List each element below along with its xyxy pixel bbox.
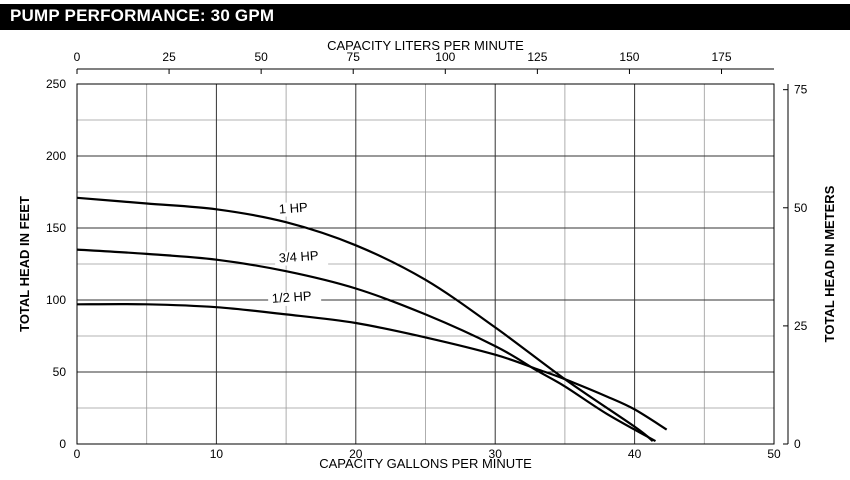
series-label-2: 3/4 HP <box>278 248 319 266</box>
right-axis-label: TOTAL HEAD IN METERS <box>822 185 837 342</box>
top-tick-label: 0 <box>74 50 81 64</box>
right-tick-label: 75 <box>794 83 808 97</box>
y-tick-label: 0 <box>59 437 66 451</box>
top-tick-label: 75 <box>347 50 361 64</box>
plot-frame <box>76 83 775 445</box>
series: 1 HP 3/4 HP 1/2 HP <box>76 196 668 443</box>
x-tick-label: 30 <box>489 447 503 461</box>
series-label-bg <box>275 251 329 266</box>
series-label-1: 1 HP <box>278 200 308 217</box>
y-axis-label: TOTAL HEAD IN FEET <box>17 196 32 332</box>
top-tick-label: 150 <box>619 50 639 64</box>
series-label-3: 1/2 HP <box>271 288 312 306</box>
top-tick-label: 50 <box>254 50 268 64</box>
x-tick-label: 40 <box>628 447 642 461</box>
series-line-1 <box>76 196 654 442</box>
y-tick-label: 250 <box>46 77 66 91</box>
series-line-3 <box>76 302 668 431</box>
grid <box>76 83 775 445</box>
series-label-bg <box>268 291 322 306</box>
title-bar: PUMP PERFORMANCE: 30 GPM <box>0 4 850 30</box>
x-tick-label: 0 <box>74 447 81 461</box>
x-tick-label: 50 <box>767 447 781 461</box>
y-tick-label: 200 <box>46 149 66 163</box>
top-tick-label: 100 <box>435 50 455 64</box>
right-tick-label: 50 <box>794 201 808 215</box>
y-tick-label: 150 <box>46 221 66 235</box>
series-label-bg <box>275 202 314 217</box>
series-line-2 <box>76 248 657 443</box>
top-axis-label: CAPACITY LITERS PER MINUTE <box>327 38 524 53</box>
x-axis-label: CAPACITY GALLONS PER MINUTE <box>319 456 532 471</box>
chart-title: PUMP PERFORMANCE: 30 GPM <box>10 6 275 25</box>
x-tick-label: 10 <box>210 447 224 461</box>
x-tick-label: 20 <box>349 447 363 461</box>
right-tick-label: 25 <box>794 319 808 333</box>
top-tick-label: 25 <box>162 50 176 64</box>
top-tick-label: 175 <box>712 50 732 64</box>
y-tick-label: 50 <box>53 365 67 379</box>
right-tick-label: 0 <box>794 437 801 451</box>
y-tick-label: 100 <box>46 293 66 307</box>
top-tick-label: 125 <box>527 50 547 64</box>
